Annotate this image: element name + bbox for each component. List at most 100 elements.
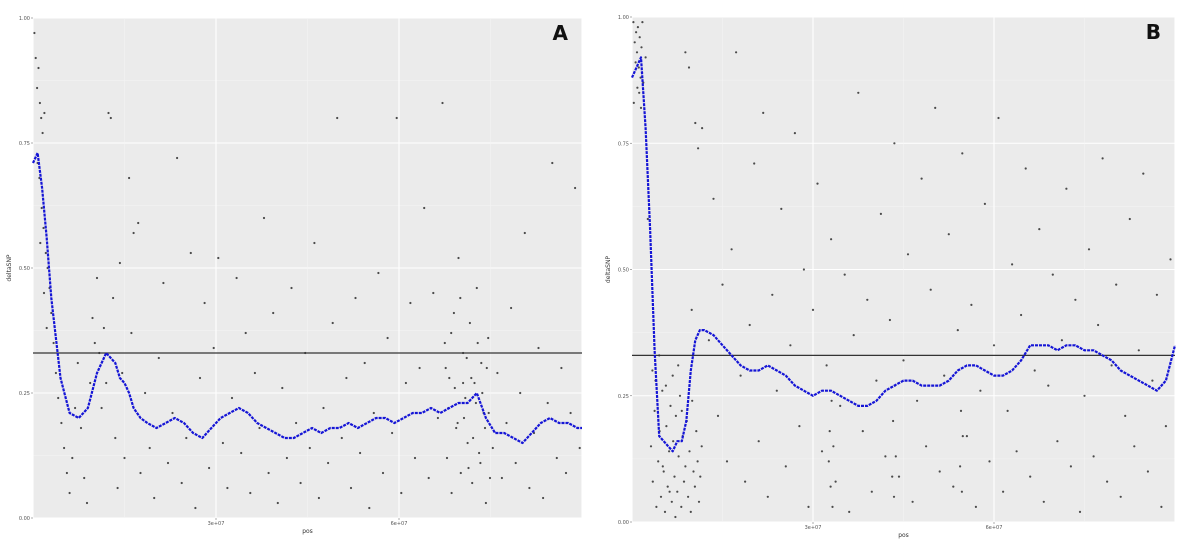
data-point xyxy=(83,476,86,480)
data-point xyxy=(443,341,446,345)
data-point xyxy=(894,455,897,458)
data-point xyxy=(947,233,950,236)
data-point xyxy=(299,481,302,485)
trend-line xyxy=(630,56,1177,453)
data-point xyxy=(1020,313,1023,317)
data-point xyxy=(221,441,224,445)
data-point xyxy=(459,296,462,300)
data-point xyxy=(638,36,641,39)
data-point xyxy=(893,142,896,145)
data-point xyxy=(505,421,508,425)
data-point xyxy=(400,491,403,495)
data-point xyxy=(523,231,526,235)
data-point xyxy=(820,450,824,453)
data-point xyxy=(91,316,94,320)
data-point xyxy=(345,376,348,380)
data-point xyxy=(272,311,275,315)
data-point xyxy=(651,369,654,372)
data-point xyxy=(60,421,63,425)
data-point xyxy=(897,475,901,478)
data-point xyxy=(52,341,55,345)
data-point xyxy=(226,486,229,490)
data-point xyxy=(668,450,671,453)
data-point xyxy=(38,101,42,105)
data-point xyxy=(162,281,165,285)
data-point xyxy=(470,376,473,380)
data-point xyxy=(121,371,124,375)
data-point xyxy=(391,431,394,435)
data-point xyxy=(468,321,471,325)
data-point xyxy=(766,495,769,498)
data-point xyxy=(662,470,665,473)
data-point xyxy=(1137,349,1140,352)
y-tick-label: 0.75 xyxy=(618,141,629,147)
data-point xyxy=(65,471,68,475)
data-point xyxy=(983,202,986,205)
data-point xyxy=(166,461,170,465)
data-point xyxy=(290,286,293,290)
x-tick-label: 3e+07 xyxy=(208,521,225,527)
data-point xyxy=(105,381,108,385)
data-point xyxy=(203,301,206,305)
data-point xyxy=(485,366,488,370)
data-point xyxy=(832,445,835,448)
data-point xyxy=(725,460,729,463)
data-point xyxy=(672,440,675,443)
data-point xyxy=(1051,273,1054,276)
data-point xyxy=(327,461,330,465)
data-point xyxy=(674,414,677,417)
data-point xyxy=(445,456,449,460)
data-point xyxy=(42,291,46,295)
data-point xyxy=(839,404,842,407)
data-point xyxy=(659,495,663,498)
data-point xyxy=(1069,465,1072,468)
data-point xyxy=(680,409,683,412)
data-point xyxy=(771,293,774,296)
data-point xyxy=(638,91,641,94)
data-point xyxy=(33,31,36,35)
chart-panel-a: 0.00 0.25 0.50 0.75 1.00 3e+07 6e+07 pos deltaSN… xyxy=(0,0,590,542)
scatter-plot-a: 0.00 0.25 0.50 0.75 1.00 3e+07 6e+07 pos deltaSN… xyxy=(6,16,583,535)
data-point xyxy=(830,238,833,241)
data-point xyxy=(487,336,490,340)
data-point xyxy=(929,288,932,291)
data-point xyxy=(50,311,53,315)
data-point xyxy=(802,268,805,271)
data-point xyxy=(641,21,644,24)
data-point xyxy=(281,386,284,390)
data-point xyxy=(888,318,891,322)
data-point xyxy=(816,182,819,185)
data-point xyxy=(112,296,115,300)
data-point xyxy=(285,456,288,460)
data-point xyxy=(500,476,503,480)
data-point xyxy=(1155,293,1158,296)
data-point xyxy=(465,356,468,360)
data-point xyxy=(578,446,581,450)
data-point xyxy=(843,273,846,276)
data-point xyxy=(938,470,941,473)
data-point xyxy=(970,303,973,306)
data-point xyxy=(1002,490,1005,493)
x-tick-label: 6e+07 xyxy=(391,521,408,527)
data-point xyxy=(267,471,270,475)
data-point xyxy=(212,346,215,350)
data-point xyxy=(712,197,715,200)
data-point xyxy=(116,486,119,490)
data-point xyxy=(687,495,690,498)
data-point xyxy=(934,106,937,109)
data-point xyxy=(861,430,864,433)
data-point xyxy=(194,506,197,510)
data-point xyxy=(483,426,487,430)
data-point xyxy=(974,505,977,508)
data-point xyxy=(1087,248,1091,251)
data-point xyxy=(892,495,896,498)
data-point xyxy=(450,491,453,495)
data-point xyxy=(313,241,316,245)
data-point xyxy=(519,391,522,395)
data-point xyxy=(1060,339,1063,342)
data-point xyxy=(171,411,174,415)
chart-panel-b: 0.00 0.25 0.50 0.75 1.00 3e+07 6e+07 pos deltaSN… xyxy=(592,0,1181,542)
data-point xyxy=(1128,217,1131,221)
data-point xyxy=(834,480,837,483)
data-point xyxy=(551,161,554,165)
